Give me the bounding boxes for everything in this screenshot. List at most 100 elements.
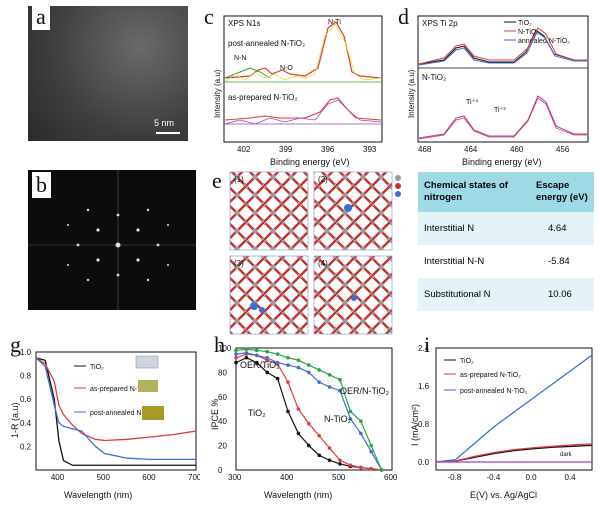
data-point bbox=[327, 446, 332, 450]
nti-peak-top bbox=[224, 21, 382, 79]
ti-top-blue bbox=[418, 31, 587, 66]
x-tick-label: 400 bbox=[51, 473, 65, 482]
legend-item: TiO₂ bbox=[518, 20, 532, 27]
xtick: 456 bbox=[556, 145, 570, 154]
y-tick-label: 1.6 bbox=[418, 382, 430, 391]
tick-group: 400 500 600 700 1.0 0.8 0.6 0.4 0.2 bbox=[20, 348, 200, 482]
series-line bbox=[435, 443, 593, 463]
x-tick-label: 600 bbox=[142, 473, 156, 482]
noise-yellow bbox=[224, 23, 382, 83]
data-point bbox=[296, 358, 301, 362]
data-point bbox=[307, 443, 311, 448]
x-tick-label: -0.4 bbox=[487, 473, 501, 482]
data-point bbox=[338, 377, 342, 382]
table-cell: Interstitial N bbox=[418, 212, 530, 245]
subpanel-label: (3) bbox=[234, 259, 244, 268]
peak-label-nn: N-N bbox=[234, 55, 246, 62]
scale-bar-label: 5 nm bbox=[154, 118, 175, 128]
data-point bbox=[327, 373, 332, 377]
data-point bbox=[275, 360, 280, 365]
x-tick-label: 0.4 bbox=[565, 473, 577, 482]
y-tick-label: 0.8 bbox=[20, 372, 32, 381]
peak-label-no: N-O bbox=[280, 65, 293, 72]
table-header-row: Chemical states of nitrogen Escape energ… bbox=[418, 172, 594, 212]
data-point bbox=[307, 421, 311, 426]
data-point bbox=[244, 347, 249, 352]
series-group bbox=[435, 354, 593, 463]
legend: TiO₂ as-prepared N-TiO₂ post-annealed N-… bbox=[74, 355, 164, 420]
chart-title: XPS Ti 2p bbox=[422, 19, 458, 28]
data-point bbox=[369, 443, 373, 448]
data-point bbox=[348, 409, 353, 414]
sample-photo bbox=[135, 355, 159, 369]
x-tick-label: 600 bbox=[384, 473, 398, 482]
data-point bbox=[234, 355, 238, 360]
data-point bbox=[296, 407, 301, 411]
data-point bbox=[255, 348, 259, 353]
ti-top-red bbox=[418, 27, 587, 65]
table-cell: 4.64 bbox=[530, 212, 594, 245]
xtick: 464 bbox=[464, 145, 478, 154]
sample-photo bbox=[138, 380, 158, 392]
table-header: Chemical states of nitrogen bbox=[418, 172, 530, 212]
data-point bbox=[265, 355, 269, 360]
table-cell: -5.84 bbox=[530, 245, 594, 278]
data-point bbox=[265, 349, 269, 354]
data-point bbox=[286, 355, 290, 360]
legend-item: as-prepared N-TiO₂ bbox=[460, 372, 521, 379]
ti-bottom-red bbox=[418, 97, 587, 140]
panel-a-label: a bbox=[32, 4, 50, 30]
data-point bbox=[317, 368, 321, 372]
scale-bar bbox=[156, 132, 180, 134]
series-line bbox=[35, 357, 197, 442]
data-point bbox=[359, 465, 363, 470]
x-tick-label: 500 bbox=[97, 473, 111, 482]
table-cell: Interstitial N-N bbox=[418, 245, 530, 278]
data-point bbox=[234, 348, 238, 353]
data-point bbox=[296, 365, 301, 370]
escape-energy-table: Chemical states of nitrogen Escape energ… bbox=[418, 172, 594, 311]
series-line bbox=[35, 357, 196, 466]
ti4-label: Ti⁺⁴ bbox=[466, 99, 478, 106]
legend: TiO₂ as-prepared N-TiO₂ post-annealed N-… bbox=[444, 358, 528, 395]
y-tick-label: 100 bbox=[218, 344, 232, 353]
ti3-label: Ti⁺³ bbox=[494, 107, 506, 114]
sub-label: N-TiO₂ bbox=[422, 73, 446, 82]
y-tick-label: 0.8 bbox=[418, 420, 430, 429]
data-point bbox=[317, 380, 321, 384]
y-tick-label: 2.4 bbox=[418, 344, 430, 353]
data-point bbox=[379, 468, 384, 472]
annotation: TiO₂ bbox=[248, 408, 266, 418]
legend-item: post-annealed N-TiO₂ bbox=[90, 410, 158, 417]
table-row: Interstitial N 4.64 bbox=[418, 212, 594, 245]
data-point bbox=[275, 352, 280, 356]
y-axis-label: 1-R (a.u) bbox=[10, 402, 20, 438]
y-axis-label: IPCE % bbox=[210, 398, 220, 430]
panel-c-label: c bbox=[204, 4, 214, 29]
x-tick-label: 500 bbox=[332, 473, 346, 482]
data-point bbox=[338, 388, 342, 393]
data-point bbox=[296, 431, 301, 436]
chart-xps-n1s: XPS N1s post-annealed N-TiO₂ N-N N-O N-T… bbox=[213, 15, 383, 167]
table-row: Interstitial N-N -5.84 bbox=[418, 245, 594, 278]
series-label-post: post-annealed N-TiO₂ bbox=[228, 39, 305, 48]
tick-group: 300 400 500 600 100 80 60 40 20 0 bbox=[218, 344, 398, 482]
data-point bbox=[286, 363, 290, 367]
y-tick-label: 20 bbox=[218, 442, 227, 451]
y-tick-label: 0.0 bbox=[418, 458, 430, 467]
data-point bbox=[359, 419, 363, 423]
y-tick-label: 40 bbox=[218, 417, 227, 426]
data-point bbox=[317, 453, 321, 458]
x-axis-label: Wavelength (nm) bbox=[264, 490, 332, 500]
xtick: 460 bbox=[510, 145, 524, 154]
annotation: N-TiO₂ bbox=[324, 414, 352, 424]
table-header: Escape energy (eV) bbox=[530, 172, 594, 212]
data-point bbox=[317, 434, 321, 438]
series-line bbox=[435, 354, 593, 463]
data-point bbox=[265, 370, 269, 375]
x-axis-label: E(V) vs. Ag/AgCl bbox=[470, 490, 537, 500]
y-tick-label: 0.4 bbox=[20, 419, 32, 428]
chart-current: -0.8 -0.4 0.0 0.4 2.4 1.6 0.8 0.0 TiO₂ as-prepa… bbox=[410, 344, 593, 500]
y-tick-label: 0 bbox=[218, 466, 223, 475]
chart-xps-ti2p: XPS Ti 2p TiO₂ N-TiO₂ annealed N-TiO₂ N-… bbox=[407, 15, 589, 167]
